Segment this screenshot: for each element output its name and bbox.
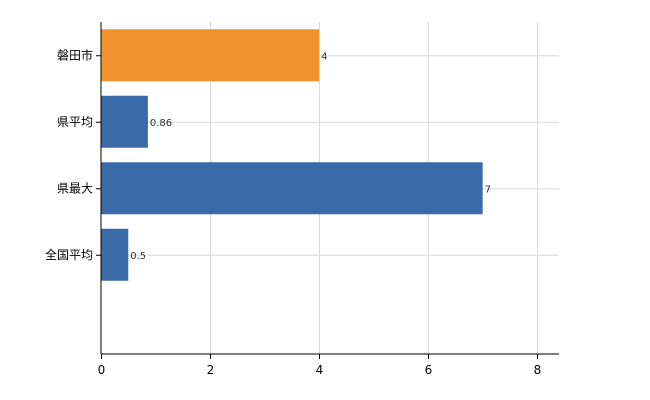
x-tick-label: 8 bbox=[534, 363, 542, 377]
data-label: 0.86 bbox=[150, 118, 172, 129]
bars bbox=[101, 29, 483, 281]
category-label: 磐田市 bbox=[57, 47, 93, 62]
bar bbox=[101, 29, 320, 82]
bar bbox=[101, 95, 148, 148]
category-label: 全国平均 bbox=[45, 247, 93, 262]
data-label: 0.5 bbox=[130, 251, 146, 262]
bar bbox=[101, 162, 483, 215]
x-tick-label: 2 bbox=[207, 363, 215, 377]
axes bbox=[100, 22, 559, 355]
x-tick-label: 6 bbox=[425, 363, 433, 377]
bar bbox=[101, 228, 129, 281]
data-label: 4 bbox=[321, 51, 327, 62]
category-label: 県最大 bbox=[57, 181, 93, 195]
labels: 0 2 4 6 8 磐田市 4 県平均 0.86 県最大 7 全国平均 0.5 bbox=[45, 47, 541, 377]
x-tick-label: 4 bbox=[316, 363, 324, 377]
data-label: 7 bbox=[485, 184, 491, 195]
x-tick-label: 0 bbox=[98, 363, 106, 377]
category-label: 県平均 bbox=[57, 115, 93, 129]
